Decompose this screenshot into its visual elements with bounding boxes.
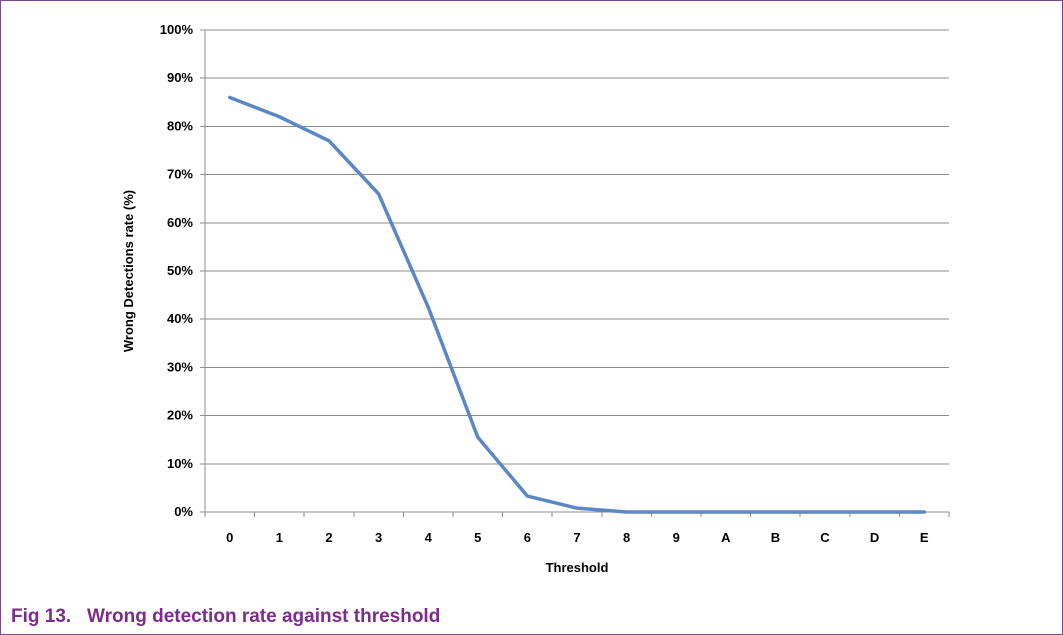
y-axis-title: Wrong Detections rate (%) — [121, 190, 136, 352]
y-tick-label: 90% — [167, 70, 193, 85]
y-tick-label: 50% — [167, 263, 193, 278]
x-tick-label: 2 — [325, 530, 332, 545]
x-tick-label: A — [721, 530, 731, 545]
x-tick-label: C — [820, 530, 830, 545]
y-tick-label: 30% — [167, 359, 193, 374]
y-tick-label: 40% — [167, 311, 193, 326]
x-tick-label: 6 — [524, 530, 531, 545]
x-tick-label: E — [920, 530, 929, 545]
y-tick-label: 0% — [174, 504, 193, 519]
x-tick-label: 9 — [673, 530, 680, 545]
x-axis-title: Threshold — [546, 560, 609, 575]
x-tick-label: 1 — [276, 530, 283, 545]
x-tick-label: 5 — [474, 530, 481, 545]
y-tick-label: 60% — [167, 215, 193, 230]
y-tick-label: 100% — [160, 22, 194, 37]
x-tick-label: 0 — [226, 530, 233, 545]
x-tick-label: B — [771, 530, 780, 545]
y-tick-label: 70% — [167, 167, 193, 182]
series-line — [228, 95, 926, 514]
y-tick-label: 20% — [167, 408, 193, 423]
x-tick-label: 3 — [375, 530, 382, 545]
figure-caption: Fig 13. Wrong detection rate against thr… — [11, 606, 441, 627]
x-tick-label: D — [870, 530, 879, 545]
y-tick-label: 80% — [167, 118, 193, 133]
x-tick-label: 7 — [573, 530, 580, 545]
y-tick-label: 10% — [167, 456, 193, 471]
x-tick-label: 8 — [623, 530, 630, 545]
line-chart: 0% 10% 20% 30% 40% 50% 60% 70% 80% 90% 100% 0 1 2 3 4 5 6… — [121, 22, 950, 575]
x-tick-label: 4 — [425, 530, 433, 545]
